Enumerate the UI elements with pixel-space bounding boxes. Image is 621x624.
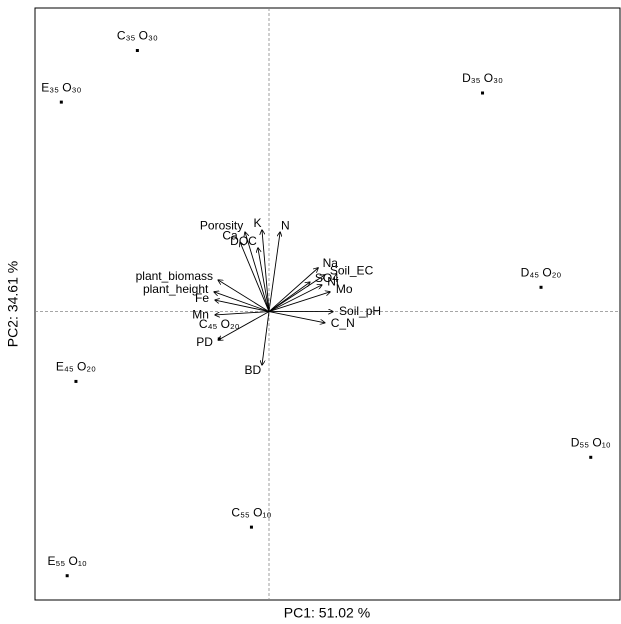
loading-arrow xyxy=(262,230,270,312)
x-axis-label: PC1: 51.02 % xyxy=(284,605,370,621)
loading-arrow xyxy=(268,292,330,313)
loading-arrow xyxy=(268,285,322,312)
loading-label: BD xyxy=(245,363,262,377)
loading-label: K xyxy=(253,216,261,230)
sample-point xyxy=(249,525,253,529)
sample-label: E₃₅ O₃₀ xyxy=(41,80,81,94)
sample-point xyxy=(65,574,69,578)
loading-arrow xyxy=(268,275,325,312)
sample-point xyxy=(539,285,543,289)
loading-arrow xyxy=(215,311,270,315)
loading-arrow xyxy=(240,242,270,312)
loading-label: Soil_EC xyxy=(330,264,374,278)
sample-point xyxy=(59,100,63,104)
loading-label: Mn xyxy=(192,307,209,321)
sample-label: D₅₅ O₁₀ xyxy=(571,435,611,449)
sample-point xyxy=(589,455,593,459)
loading-label: Soil_pH xyxy=(339,304,381,318)
loading-label: plant_biomass xyxy=(136,269,213,283)
sample-label: C₃₅ O₃₀ xyxy=(117,29,158,43)
loading-arrow xyxy=(268,282,310,312)
sample-label: C₅₅ O₁₀ xyxy=(231,505,271,519)
loading-arrow xyxy=(218,311,270,341)
loading-arrow xyxy=(268,268,318,312)
loading-arrow xyxy=(245,232,270,312)
sample-label: D₃₅ O₃₀ xyxy=(462,71,503,85)
loading-arrow xyxy=(218,280,270,312)
sample-label: E₄₅ O₂₀ xyxy=(56,360,96,374)
y-axis-label: PC2: 34.61 % xyxy=(5,261,21,347)
sample-point xyxy=(135,49,139,53)
sample-point xyxy=(74,379,78,383)
loading-label: Ca xyxy=(222,229,238,243)
loading-arrow xyxy=(215,300,270,313)
sample-label: E₅₅ O₁₀ xyxy=(47,554,86,568)
loading-label: C_N xyxy=(331,316,355,330)
sample-label: D₄₅ O₂₀ xyxy=(521,265,562,279)
loading-label: Fe xyxy=(195,291,209,305)
loading-label: PD xyxy=(196,335,213,349)
loading-label: Porosity xyxy=(200,218,243,232)
loading-label: Ni xyxy=(327,274,338,288)
loading-arrow xyxy=(268,232,280,312)
plot-frame xyxy=(34,7,621,601)
loading-label: plant_height xyxy=(143,282,209,296)
loading-arrow xyxy=(262,311,270,365)
loading-arrow xyxy=(268,311,325,323)
sample-label: C₄₅ O₂₀ xyxy=(199,317,240,331)
sample-point xyxy=(481,91,485,95)
loading-label: Na xyxy=(323,256,339,270)
loading-label: SO4 xyxy=(315,271,339,285)
loading-arrow xyxy=(258,248,270,312)
loading-label: Mo xyxy=(336,282,353,296)
loading-label: N xyxy=(281,218,290,232)
loading-arrow xyxy=(214,292,270,313)
